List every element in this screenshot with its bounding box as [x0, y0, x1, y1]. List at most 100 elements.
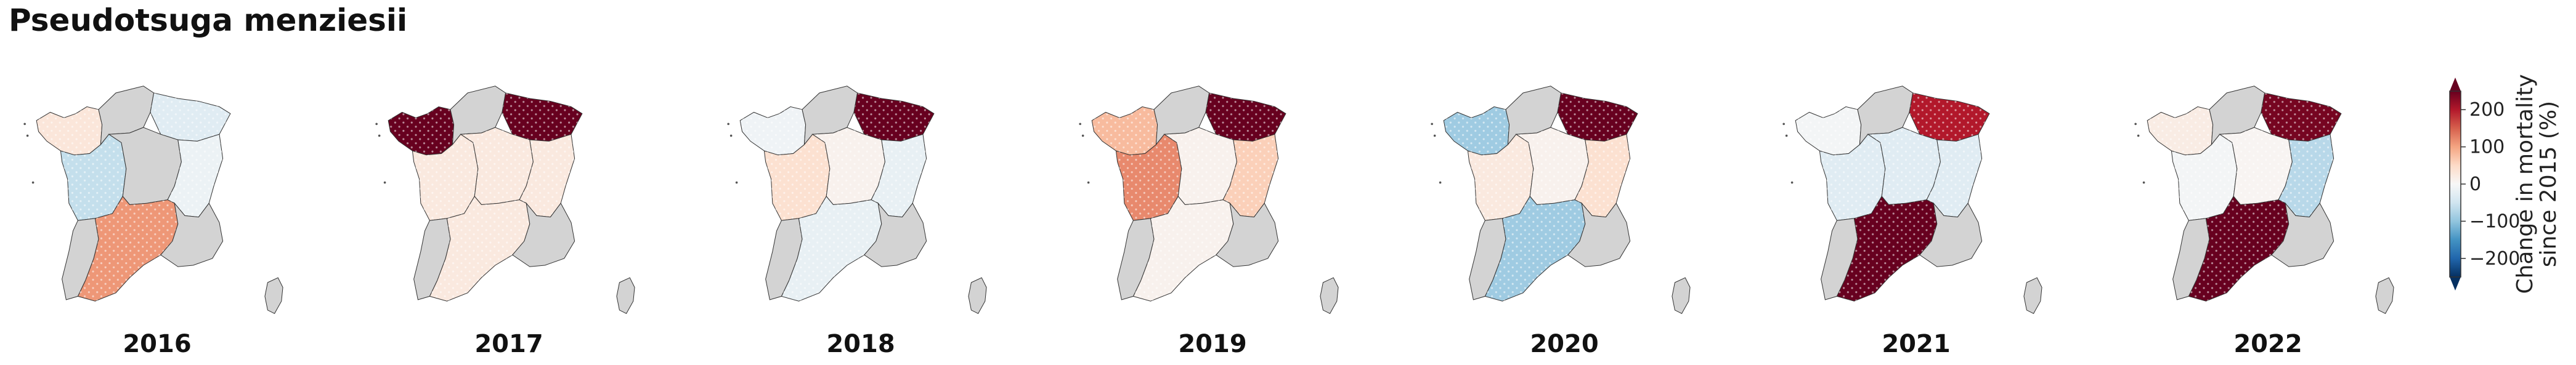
- region-hatch-w-2018: [764, 134, 830, 221]
- region-hatch-w-2017: [412, 134, 478, 221]
- region-hatch-ne-2016: [150, 93, 230, 142]
- island-dot: [375, 122, 378, 126]
- region-hatch-ne-2022: [2261, 93, 2341, 142]
- region-se-2018: [864, 202, 927, 267]
- region-hatch-w-2021: [1819, 134, 1885, 221]
- region-hatch-e-2019: [1223, 134, 1278, 217]
- colorbar-tick-label: −100: [2469, 211, 2520, 232]
- region-se-2019: [1216, 202, 1279, 267]
- map-panel-2016: [23, 86, 283, 315]
- region-hatch-nw-2021: [1795, 106, 1861, 155]
- region-hatch-nw-2017: [388, 106, 454, 155]
- region-corsica-2018: [968, 277, 987, 315]
- region-hatch-w-2016: [60, 134, 126, 221]
- region-se-2022: [2271, 202, 2334, 267]
- island-dot: [729, 134, 733, 137]
- region-hatch-e-2022: [2278, 134, 2334, 217]
- island-dot: [1081, 134, 1084, 137]
- region-se-2020: [1567, 202, 1631, 267]
- region-hatch-e-2016: [168, 134, 223, 217]
- map-panel-2019: [1079, 86, 1339, 315]
- colorbar: 200 100 0 −100 −200 Change in mortality sinc…: [2449, 74, 2561, 294]
- island-dot: [1431, 122, 1433, 126]
- region-se-2021: [1919, 202, 1983, 267]
- colorbar-gradient: [2450, 91, 2461, 277]
- region-hatch-e-2020: [1575, 134, 1630, 217]
- colorbar-tick-label: 0: [2469, 174, 2481, 195]
- region-hatch-ne-2018: [854, 93, 934, 142]
- region-corsica-2021: [2023, 277, 2042, 315]
- year-label-2018: 2018: [826, 330, 895, 358]
- year-label-2021: 2021: [1882, 330, 1950, 358]
- colorbar-tick-label: −200: [2469, 248, 2520, 270]
- region-hatch-w-2020: [1468, 134, 1534, 221]
- region-hatch-c-2020: [1516, 127, 1589, 205]
- island-dot: [23, 122, 26, 126]
- colorbar-tick-label: 200: [2469, 99, 2505, 121]
- region-se-2017: [512, 202, 575, 267]
- region-hatch-w-2019: [1116, 134, 1182, 221]
- year-label-2016: 2016: [123, 330, 191, 358]
- island-dot: [727, 122, 729, 126]
- colorbar-label-line2: since 2015 (%): [2536, 101, 2561, 267]
- region-hatch-s-2017: [429, 196, 530, 302]
- colorbar-label-line1: Change in mortality: [2513, 74, 2538, 294]
- region-se-2016: [160, 202, 224, 267]
- region-hatch-c-2022: [2219, 127, 2293, 205]
- region-hatch-e-2018: [871, 134, 927, 217]
- island-dot: [1087, 181, 1090, 184]
- island-dot: [2142, 181, 2145, 184]
- region-hatch-e-2021: [1927, 134, 1982, 217]
- region-corsica-2019: [1320, 277, 1339, 315]
- chart-title: Pseudotsuga menziesii: [9, 2, 408, 38]
- region-hatch-nw-2018: [740, 106, 806, 155]
- year-label-2017: 2017: [474, 330, 543, 358]
- map-panel-2017: [375, 86, 635, 315]
- region-hatch-w-2022: [2171, 134, 2237, 221]
- region-hatch-c-2019: [1164, 127, 1237, 205]
- region-hatch-s-2016: [78, 196, 178, 302]
- map-panel-2021: [1782, 86, 2042, 315]
- region-hatch-s-2021: [1837, 196, 1937, 302]
- island-dot: [1782, 122, 1785, 126]
- island-dot: [1439, 181, 1442, 184]
- region-hatch-s-2019: [1133, 196, 1233, 302]
- region-corsica-2017: [616, 277, 635, 315]
- island-dot: [1433, 134, 1436, 137]
- island-dot: [1790, 181, 1794, 184]
- region-hatch-s-2018: [781, 196, 882, 302]
- region-hatch-c-2017: [460, 127, 534, 205]
- region-corsica-2016: [264, 277, 283, 315]
- island-dot: [2137, 134, 2140, 137]
- island-dot: [735, 181, 738, 184]
- region-corsica-2022: [2375, 277, 2394, 315]
- region-hatch-s-2020: [1485, 196, 1585, 302]
- region-hatch-nw-2022: [2147, 106, 2213, 155]
- colorbar-top-arrow: [2450, 78, 2461, 91]
- region-hatch-ne-2020: [1558, 93, 1638, 142]
- region-hatch-c-2021: [1867, 127, 1941, 205]
- region-hatch-s-2022: [2188, 196, 2289, 302]
- year-label-2019: 2019: [1178, 330, 1246, 358]
- year-label-2020: 2020: [1530, 330, 1598, 358]
- region-hatch-nw-2019: [1092, 106, 1158, 155]
- map-panel-2018: [727, 86, 987, 315]
- island-dot: [2134, 122, 2137, 126]
- map-panel-2022: [2134, 86, 2394, 315]
- colorbar-bottom-arrow: [2450, 277, 2461, 291]
- region-hatch-ne-2019: [1206, 93, 1286, 142]
- island-dot: [1079, 122, 1081, 126]
- region-hatch-ne-2017: [502, 93, 582, 142]
- map-panel-2020: [1431, 86, 1691, 315]
- region-hatch-c-2018: [812, 127, 885, 205]
- island-dot: [26, 134, 29, 137]
- island-dot: [31, 181, 35, 184]
- region-hatch-nw-2016: [36, 106, 102, 155]
- island-dot: [378, 134, 381, 137]
- island-dot: [383, 181, 386, 184]
- region-corsica-2020: [1672, 277, 1691, 315]
- region-hatch-ne-2021: [1909, 93, 1989, 142]
- island-dot: [1785, 134, 1788, 137]
- year-label-2022: 2022: [2233, 330, 2302, 358]
